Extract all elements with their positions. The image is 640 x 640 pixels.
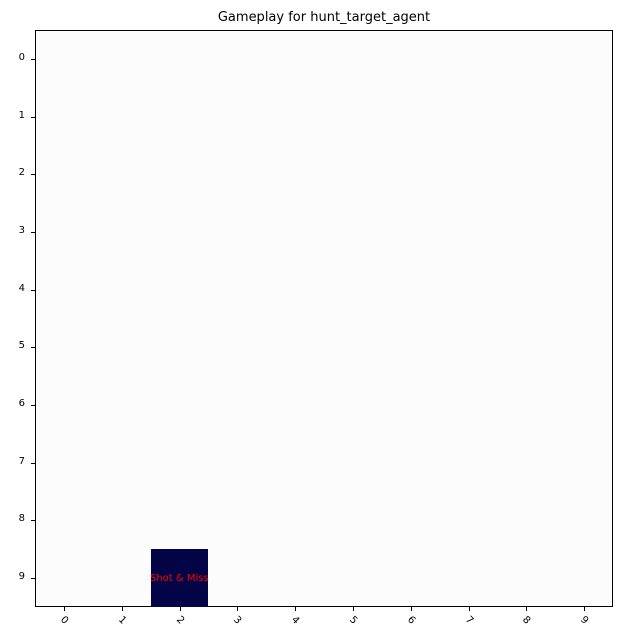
- y-tick-mark: [31, 405, 35, 406]
- x-tick-mark: [295, 607, 296, 611]
- x-tick-label: 7: [462, 614, 475, 627]
- y-tick-mark: [31, 59, 35, 60]
- x-tick-label: 2: [173, 614, 186, 627]
- figure-title: Gameplay for hunt_target_agent: [217, 10, 431, 25]
- y-tick-mark: [31, 174, 35, 175]
- y-tick-mark: [31, 290, 35, 291]
- board-grid: Shot & Miss: [35, 30, 613, 607]
- y-tick-label: 0: [18, 51, 25, 63]
- y-tick-label: 9: [18, 571, 25, 583]
- x-tick-mark: [469, 607, 470, 611]
- x-tick-mark: [353, 607, 354, 611]
- x-tick-label: 4: [289, 614, 302, 627]
- x-tick-label: 6: [404, 614, 418, 627]
- y-tick-mark: [31, 347, 35, 348]
- y-tick-mark: [31, 117, 35, 118]
- x-tick-mark: [411, 607, 412, 611]
- y-tick-label: 8: [18, 513, 25, 525]
- x-tick-mark: [237, 607, 238, 611]
- x-tick-label: 9: [578, 614, 591, 627]
- y-tick-label: 7: [18, 455, 25, 467]
- cell-label: Shot & Miss: [150, 572, 209, 584]
- x-tick-mark: [526, 607, 527, 611]
- y-tick-label: 4: [18, 282, 25, 294]
- y-tick-mark: [31, 232, 35, 233]
- x-tick-label: 0: [57, 614, 71, 627]
- y-tick-label: 6: [18, 398, 25, 410]
- x-tick-mark: [64, 607, 65, 611]
- x-tick-mark: [180, 607, 181, 611]
- x-tick-label: 8: [520, 614, 533, 627]
- y-tick-mark: [31, 520, 35, 521]
- y-tick-label: 3: [18, 224, 25, 236]
- y-tick-label: 5: [18, 340, 25, 352]
- x-tick-mark: [122, 607, 123, 611]
- y-tick-label: 1: [18, 109, 25, 121]
- x-tick-label: 3: [231, 614, 244, 627]
- board-cell-r9-c2: [150, 549, 209, 607]
- y-tick-mark: [31, 578, 35, 579]
- y-tick-mark: [31, 463, 35, 464]
- x-tick-label: 1: [115, 614, 129, 627]
- x-tick-mark: [584, 607, 585, 611]
- y-tick-label: 2: [18, 167, 25, 179]
- x-tick-label: 5: [346, 614, 360, 627]
